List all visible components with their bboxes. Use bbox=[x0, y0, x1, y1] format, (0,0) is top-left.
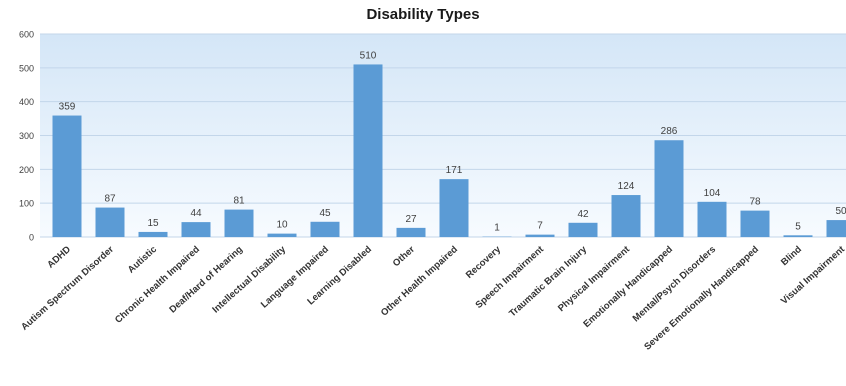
data-label: 359 bbox=[59, 102, 76, 113]
bar bbox=[655, 140, 684, 237]
bar bbox=[268, 234, 297, 237]
y-tick-label: 400 bbox=[19, 97, 34, 107]
x-tick-label: ADHD bbox=[45, 244, 73, 271]
x-tick-label: Intellectual Disability bbox=[210, 244, 288, 316]
x-tick-label: Autism Spectrum Disorder bbox=[19, 244, 116, 333]
data-label: 10 bbox=[276, 220, 288, 231]
y-tick-label: 0 bbox=[29, 233, 34, 243]
bar bbox=[741, 211, 770, 237]
data-label: 78 bbox=[749, 197, 761, 208]
bar bbox=[526, 235, 555, 237]
bar bbox=[698, 202, 727, 237]
data-label: 171 bbox=[446, 165, 463, 176]
y-tick-label: 200 bbox=[19, 165, 34, 175]
data-label: 286 bbox=[661, 126, 678, 137]
data-label: 510 bbox=[360, 50, 377, 61]
x-tick-label: Other Health Impaired bbox=[379, 244, 460, 319]
x-tick-label: Blind bbox=[779, 244, 804, 268]
bar bbox=[397, 228, 426, 237]
y-tick-label: 600 bbox=[19, 30, 34, 40]
data-label: 42 bbox=[577, 209, 589, 220]
bar bbox=[96, 208, 125, 237]
bar bbox=[612, 195, 641, 237]
data-label: 7 bbox=[537, 221, 543, 232]
y-tick-label: 100 bbox=[19, 199, 34, 209]
bar bbox=[225, 210, 254, 237]
chart-title: Disability Types bbox=[0, 6, 846, 23]
data-label: 81 bbox=[233, 196, 245, 207]
data-label: 27 bbox=[405, 214, 417, 225]
x-tick-label: Emotionally Handicapped bbox=[581, 244, 675, 330]
bar bbox=[569, 223, 598, 237]
x-tick-label: Deaf/Hard of Hearing bbox=[167, 244, 245, 316]
bar bbox=[53, 116, 82, 237]
bar bbox=[139, 232, 168, 237]
bar bbox=[784, 235, 813, 237]
bar bbox=[827, 220, 846, 237]
x-tick-label: Mental/Psych Disorders bbox=[631, 244, 718, 324]
x-tick-label: Traumatic Brain Injury bbox=[507, 244, 589, 320]
data-label: 104 bbox=[704, 188, 721, 199]
data-label: 87 bbox=[104, 194, 116, 205]
data-label: 45 bbox=[319, 208, 331, 219]
x-tick-label: Other bbox=[391, 244, 417, 269]
data-label: 5 bbox=[795, 221, 801, 232]
data-label: 15 bbox=[147, 218, 159, 229]
data-label: 124 bbox=[618, 181, 635, 192]
data-label: 44 bbox=[190, 208, 202, 219]
y-axis: 0 100 200 300 400 500 600 bbox=[19, 30, 34, 243]
x-tick-label: Recovery bbox=[464, 244, 504, 281]
bar bbox=[440, 179, 469, 237]
bar bbox=[311, 222, 340, 237]
bar bbox=[182, 222, 211, 237]
x-tick-label: Autistic bbox=[126, 244, 159, 275]
bar bbox=[354, 64, 383, 237]
x-tick-label: Chronic Health Impaired bbox=[113, 244, 202, 326]
data-label: 1 bbox=[494, 223, 500, 234]
x-tick-label: Physical Impairment bbox=[556, 244, 633, 315]
y-tick-label: 300 bbox=[19, 131, 34, 141]
y-tick-label: 500 bbox=[19, 63, 34, 73]
data-label: 50 bbox=[835, 206, 846, 217]
